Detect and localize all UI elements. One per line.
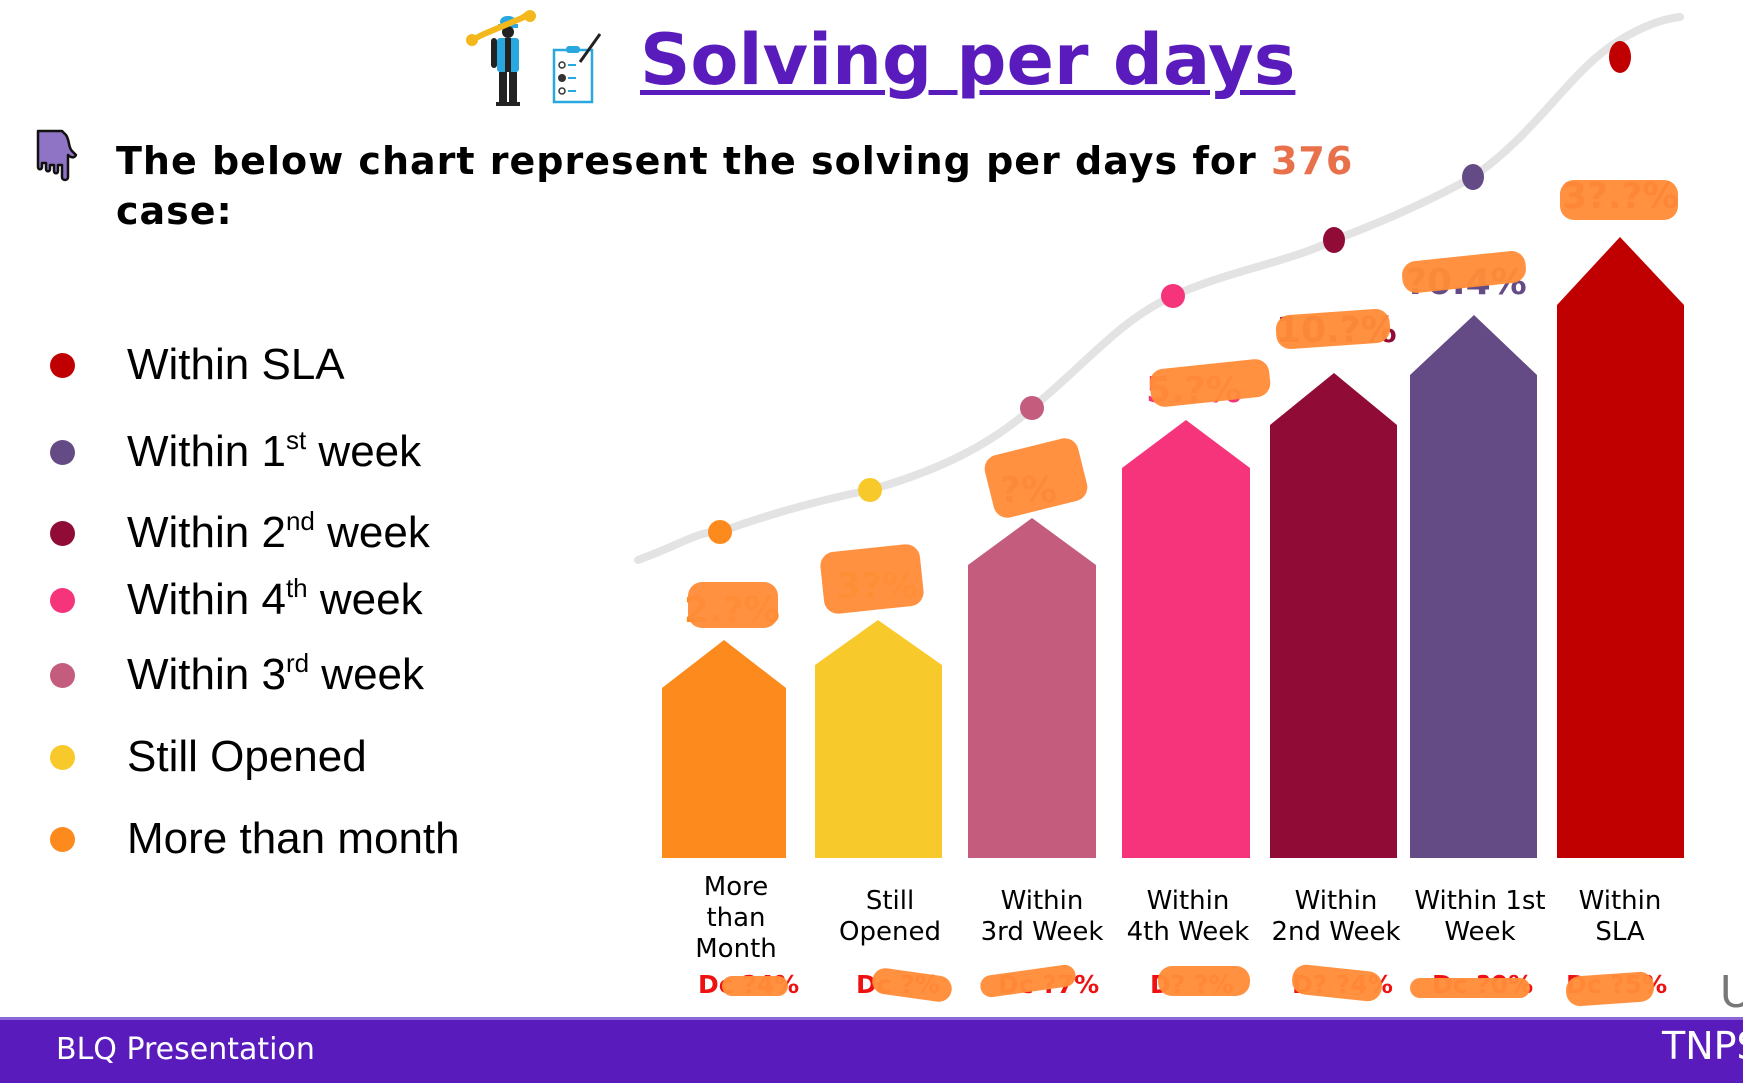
x-label-within-2nd-week: Within 2nd Week [1271, 886, 1401, 947]
x-label-within-3rd-week: Within 3rd Week [980, 886, 1104, 947]
legend-dot-icon [50, 352, 75, 378]
trend-dot-2nd-week [1323, 227, 1345, 253]
trend-dot-sla [1609, 41, 1631, 73]
x-label-within-1st-week: Within 1st Week [1414, 886, 1546, 947]
trend-dot-3rd-week [1020, 396, 1044, 420]
footer-bar: BLQ Presentation TNPS [0, 1017, 1743, 1083]
cropped-edge-text: U [1720, 965, 1743, 1017]
legend-label: Within 4th week [127, 573, 423, 624]
bar-within-2nd-week [1270, 373, 1397, 858]
redaction-mark [1158, 966, 1250, 996]
trend-dot-more-than-month [708, 520, 732, 544]
chart-description: The below chart represent the solving pe… [116, 136, 1366, 236]
legend-dot-icon [50, 826, 75, 852]
legend-label: Within SLA [127, 340, 345, 389]
legend-item-within-4th-week: Within 4th week [50, 573, 423, 625]
legend-item-within-3rd-week: Within 3rd week [50, 648, 425, 700]
x-label-still-opened: Still Opened [839, 886, 941, 947]
legend-label: Within 1st week [127, 425, 422, 476]
bar-within-3rd-week [968, 518, 1096, 858]
legend-dot-icon [50, 587, 75, 613]
legend-dot-icon [50, 439, 75, 465]
legend-label: Still Opened [127, 732, 367, 781]
trend-dot-1st-week [1462, 164, 1484, 190]
redaction-mark [1410, 978, 1530, 998]
worker-checklist-icon [466, 10, 602, 106]
redaction-mark [688, 582, 778, 628]
footer-presentation-title: BLQ Presentation [56, 1032, 315, 1067]
title-row: Solving per days [462, 8, 1295, 112]
x-label-more-than-month: More than Month [695, 872, 777, 964]
page-title: Solving per days [640, 19, 1296, 101]
x-label-within-sla: Within SLA [1578, 886, 1662, 947]
redaction-mark [819, 542, 925, 616]
bar-more-than-month [662, 640, 786, 858]
legend-dot-icon [50, 662, 75, 688]
bar-within-sla [1557, 237, 1684, 858]
legend-item-more-than-month: More than month [50, 814, 460, 864]
trend-dot-still-opened [858, 478, 882, 502]
description-suffix: case: [116, 189, 233, 233]
legend-dot-icon [50, 520, 75, 546]
legend-item-within-sla: Within SLA [50, 340, 345, 390]
legend-item-within-2nd-week: Within 2nd week [50, 506, 430, 558]
legend-item-still-opened: Still Opened [50, 732, 367, 782]
redaction-mark [1560, 180, 1678, 220]
legend-item-within-1st-week: Within 1st week [50, 425, 422, 477]
redaction-mark [1565, 970, 1655, 1008]
bar-still-opened [815, 620, 942, 858]
footer-section-label: TNPS [1662, 1024, 1743, 1068]
redaction-mark [722, 976, 788, 996]
bar-within-4th-week [1122, 420, 1250, 858]
x-label-within-4th-week: Within 4th Week [1126, 886, 1250, 947]
trend-dot-4th-week [1161, 284, 1185, 308]
legend-dot-icon [50, 744, 75, 770]
legend-label: Within 3rd week [127, 648, 425, 699]
bar-within-1st-week [1410, 315, 1537, 858]
legend-label: More than month [127, 814, 460, 863]
legend-label: Within 2nd week [127, 506, 430, 557]
pointing-down-hand-icon [36, 129, 78, 182]
description-prefix: The below chart represent the solving pe… [116, 139, 1271, 183]
case-count: 376 [1270, 139, 1354, 183]
